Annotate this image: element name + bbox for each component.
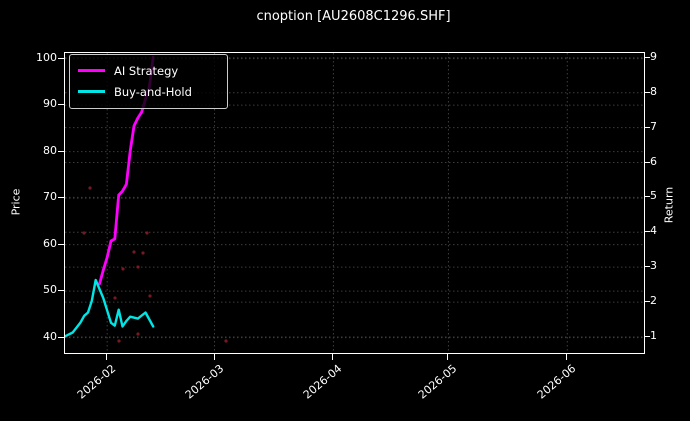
y-tick-label-right: 8 xyxy=(650,84,657,98)
legend-label: AI Strategy xyxy=(114,63,179,78)
y-tickmark-left xyxy=(58,104,64,106)
y-tick-label-left: 60 xyxy=(43,236,57,250)
y-tickmark-right xyxy=(644,266,650,268)
legend-label: Buy-and-Hold xyxy=(114,84,192,99)
legend-line-sample xyxy=(78,69,105,72)
y-tick-label-right: 9 xyxy=(650,49,657,63)
trade-marker-dot xyxy=(132,250,136,254)
trade-marker-dot xyxy=(88,186,92,190)
y-tickmark-right xyxy=(644,335,650,337)
x-tick-label: 2026-06 xyxy=(535,362,579,402)
y-tickmark-left xyxy=(58,290,64,292)
y-tick-label-right: 2 xyxy=(650,294,657,308)
x-tick-label: 2026-03 xyxy=(182,362,226,402)
trade-marker-dot xyxy=(82,231,86,235)
trade-marker-dot xyxy=(224,339,228,343)
y-tickmark-left xyxy=(58,243,64,245)
y-tickmark-left xyxy=(58,150,64,152)
y-tick-label-right: 6 xyxy=(650,154,657,168)
trade-marker-dot xyxy=(141,251,145,255)
x-tickmark xyxy=(106,354,108,360)
y-tickmark-right xyxy=(644,301,650,303)
trade-marker-dot xyxy=(148,294,152,298)
x-tickmark xyxy=(332,354,334,360)
y-tick-label-left: 40 xyxy=(43,329,57,343)
y-tick-label-right: 3 xyxy=(650,259,657,273)
y-tick-label-left: 80 xyxy=(43,143,57,157)
y-tickmark-right xyxy=(644,56,650,58)
series-line-buy-and-hold xyxy=(65,278,155,338)
y-tickmark-left xyxy=(58,336,64,338)
legend-item: AI Strategy xyxy=(78,60,219,81)
y-tickmark-right xyxy=(644,231,650,233)
x-tickmark xyxy=(213,354,215,360)
y-tick-label-left: 100 xyxy=(36,50,57,64)
plot-area: AI Strategy Buy-and-Hold xyxy=(64,52,645,354)
x-tick-label: 2026-04 xyxy=(301,362,345,402)
trade-marker-dot xyxy=(113,296,117,300)
y-tickmark-right xyxy=(644,196,650,198)
x-tick-label: 2026-02 xyxy=(74,362,119,402)
chart-title: cnoption [AU2608C1296.SHF] xyxy=(256,9,451,24)
legend-item: Buy-and-Hold xyxy=(78,81,219,102)
y-tick-label-right: 5 xyxy=(650,189,657,203)
legend: AI Strategy Buy-and-Hold xyxy=(69,54,228,109)
y-tick-label-right: 4 xyxy=(650,224,657,238)
y-tick-label-left: 90 xyxy=(43,97,57,111)
y-tick-label-right: 7 xyxy=(650,119,657,133)
x-tickmark xyxy=(447,354,449,360)
x-tick-label: 2026-05 xyxy=(416,362,460,402)
y-tick-label-left: 70 xyxy=(43,190,57,204)
y-tickmark-right xyxy=(644,91,650,93)
trade-marker-dot xyxy=(117,339,121,343)
y-tick-label-right: 1 xyxy=(650,328,657,342)
trade-marker-dot xyxy=(136,332,140,336)
y-tickmark-right xyxy=(644,161,650,163)
y-tickmark-right xyxy=(644,126,650,128)
x-tickmark xyxy=(566,354,568,360)
y-tick-label-left: 50 xyxy=(43,283,57,297)
trade-marker-dot xyxy=(145,231,149,235)
y-tickmark-left xyxy=(58,197,64,199)
trade-marker-dot xyxy=(121,267,125,271)
legend-line-sample xyxy=(78,90,105,93)
trade-marker-dot xyxy=(136,265,140,269)
y-tickmark-left xyxy=(58,57,64,59)
